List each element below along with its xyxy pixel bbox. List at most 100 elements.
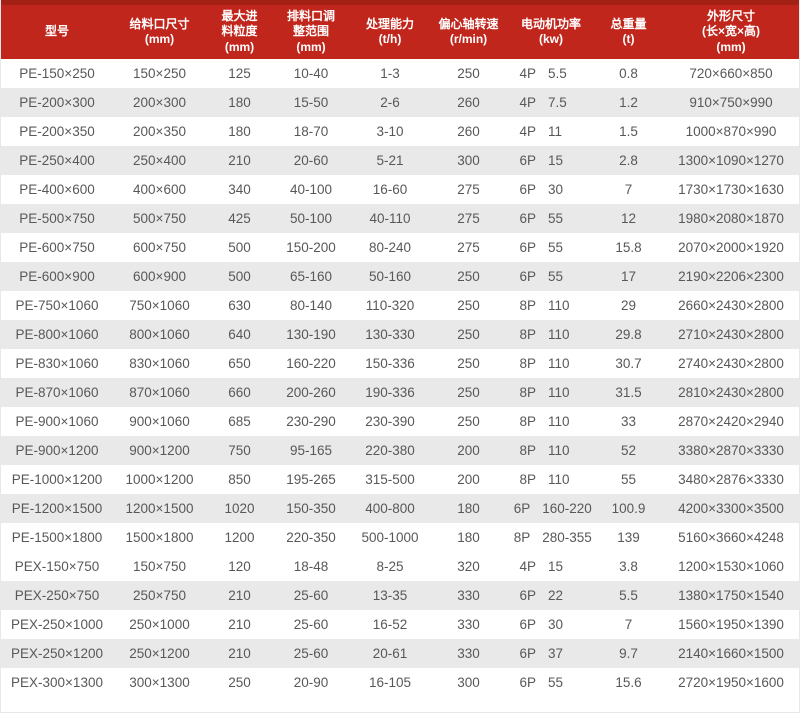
cell-motor: 8P 110 (506, 320, 596, 349)
cell-motor: 6P 55 (506, 204, 596, 233)
motor-power-value: 8P 110 (506, 443, 596, 458)
table-row: PE-1000×1200 1000×1200 850 195-265 315-500 20… (1, 465, 799, 494)
table-row: PE-900×1200 900×1200 750 95-165 220-380 200 8P… (1, 436, 799, 465)
cell-discharge-range: 10-40 (293, 66, 329, 81)
cell-dimensions: 720×660×850 (689, 66, 773, 81)
motor-pole: 8P (519, 385, 536, 400)
cell-feed-opening: 200×300 (133, 95, 186, 110)
motor-pole: 8P (513, 530, 531, 545)
cell-discharge-range: 80-140 (289, 298, 333, 313)
cell-max-feed: 210 (228, 646, 251, 661)
cell-dimensions: 2710×2430×2800 (678, 327, 784, 342)
cell-weight: 7 (624, 617, 633, 632)
column-header-speed: 偏心轴转速 (r/min) (438, 16, 499, 46)
table-header: 型号 给料口尺寸 (mm) 最大进 料粒度 (mm) 排料口调 整范围 (mm)… (1, 5, 799, 59)
cell-weight: 1.2 (619, 95, 638, 110)
cell-dimensions: 1980×2080×1870 (678, 211, 784, 226)
cell-weight: 5.5 (619, 588, 638, 603)
cell-speed: 250 (457, 66, 480, 81)
cell-capacity: 20-61 (372, 646, 408, 661)
table-row: PE-600×750 600×750 500 150-200 80-240 275 6P 55… (1, 233, 799, 262)
column-header-feed-opening: 给料口尺寸 (mm) (129, 16, 190, 46)
cell-discharge-range: 25-60 (293, 646, 329, 661)
cell-speed: 250 (457, 269, 480, 284)
cell-max-feed: 630 (228, 298, 251, 313)
cell-weight: 31.5 (615, 385, 642, 400)
cell-feed-opening: 1000×1200 (125, 472, 194, 487)
cell-motor: 8P 110 (506, 465, 596, 494)
cell-discharge-range: 15-50 (293, 95, 329, 110)
cell-dimensions: 2660×2430×2800 (678, 298, 784, 313)
cell-feed-opening: 900×1200 (129, 443, 190, 458)
motor-kw: 37 (548, 646, 564, 661)
column-header-motor-power: 电动机功率 (kw) (520, 16, 581, 46)
cell-max-feed: 750 (228, 443, 251, 458)
motor-pole: 6P (519, 240, 536, 255)
motor-kw: 7.5 (548, 95, 567, 110)
cell-dimensions: 3480×2876×3330 (678, 472, 784, 487)
cell-motor: 6P 22 (506, 581, 596, 610)
cell-speed: 250 (457, 385, 480, 400)
cell-model: PE-750×1060 (15, 298, 99, 313)
cell-weight: 29 (620, 298, 637, 313)
cell-model: PE-600×750 (19, 240, 95, 255)
cell-feed-opening: 1200×1500 (125, 501, 194, 516)
table-row: PE-750×1060 750×1060 630 80-140 110-320 250 8P… (1, 291, 799, 320)
cell-max-feed: 120 (228, 559, 251, 574)
cell-speed: 200 (457, 443, 480, 458)
motor-pole: 8P (519, 356, 536, 371)
cell-capacity: 16-105 (368, 675, 412, 690)
motor-kw: 110 (548, 414, 570, 429)
motor-kw: 55 (548, 675, 564, 690)
cell-max-feed: 425 (228, 211, 251, 226)
header-top-border (1, 0, 799, 5)
cell-motor: 6P 55 (506, 262, 596, 291)
cell-model: PE-150×250 (19, 66, 95, 81)
motor-power-value: 6P 55 (506, 675, 596, 690)
cell-feed-opening: 600×750 (133, 240, 186, 255)
motor-pole: 4P (519, 124, 536, 139)
cell-feed-opening: 830×1060 (129, 356, 190, 371)
table-row: PE-200×350 200×350 180 18-70 3-10 260 4P 11 1.5 1… (1, 117, 799, 146)
cell-speed: 275 (457, 240, 480, 255)
cell-weight: 29.8 (615, 327, 642, 342)
motor-power-value: 6P 55 (506, 240, 596, 255)
motor-power-value: 8P 110 (506, 356, 596, 371)
motor-power-value: 8P 110 (506, 298, 596, 313)
cell-feed-opening: 1500×1800 (125, 530, 194, 545)
cell-dimensions: 2720×1950×1600 (678, 675, 784, 690)
cell-motor: 8P 110 (506, 378, 596, 407)
cell-capacity: 150-336 (365, 356, 415, 371)
cell-speed: 275 (457, 182, 480, 197)
cell-discharge-range: 150-200 (286, 240, 336, 255)
cell-capacity: 500-1000 (361, 530, 419, 545)
cell-capacity: 50-160 (368, 269, 412, 284)
table-row: PE-800×1060 800×1060 640 130-190 130-330 250 8… (1, 320, 799, 349)
cell-capacity: 13-35 (372, 588, 408, 603)
cell-max-feed: 210 (228, 588, 251, 603)
cell-dimensions: 2870×2420×2940 (678, 414, 784, 429)
motor-power-value: 6P 55 (506, 269, 596, 284)
cell-dimensions: 1730×1730×1630 (678, 182, 784, 197)
motor-pole: 8P (519, 472, 536, 487)
motor-pole: 4P (519, 66, 536, 81)
motor-power-value: 6P 55 (506, 211, 596, 226)
motor-pole: 8P (519, 327, 536, 342)
cell-capacity: 220-380 (365, 443, 415, 458)
cell-dimensions: 1000×870×990 (685, 124, 777, 139)
motor-power-value: 8P 110 (506, 327, 596, 342)
cell-discharge-range: 220-350 (286, 530, 336, 545)
cell-max-feed: 340 (228, 182, 251, 197)
motor-kw: 15 (548, 153, 564, 168)
cell-discharge-range: 160-220 (286, 356, 336, 371)
cell-dimensions: 2190×2206×2300 (678, 269, 784, 284)
cell-speed: 180 (457, 530, 480, 545)
cell-weight: 0.8 (619, 66, 638, 81)
cell-speed: 250 (457, 414, 480, 429)
motor-pole: 4P (519, 95, 536, 110)
cell-discharge-range: 20-60 (293, 153, 329, 168)
cell-speed: 200 (457, 472, 480, 487)
cell-capacity: 1-3 (380, 66, 400, 81)
column-header-discharge-range: 排料口调 整范围 (mm) (286, 8, 335, 54)
